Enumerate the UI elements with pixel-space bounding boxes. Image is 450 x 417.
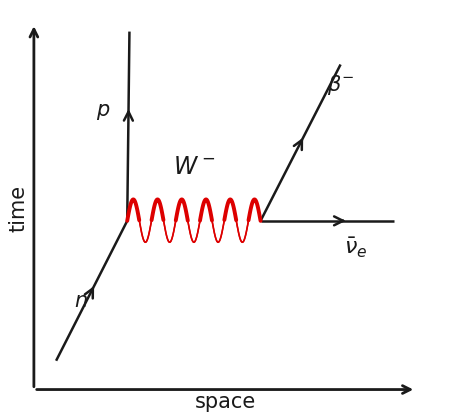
- Text: space: space: [194, 392, 256, 412]
- Text: $\bar{\nu}_e$: $\bar{\nu}_e$: [344, 236, 368, 260]
- Text: $W^-$: $W^-$: [173, 156, 215, 179]
- Text: p: p: [96, 100, 109, 120]
- Text: n: n: [74, 291, 87, 311]
- Text: $\beta^{-}$: $\beta^{-}$: [327, 73, 354, 97]
- Text: time: time: [8, 185, 28, 232]
